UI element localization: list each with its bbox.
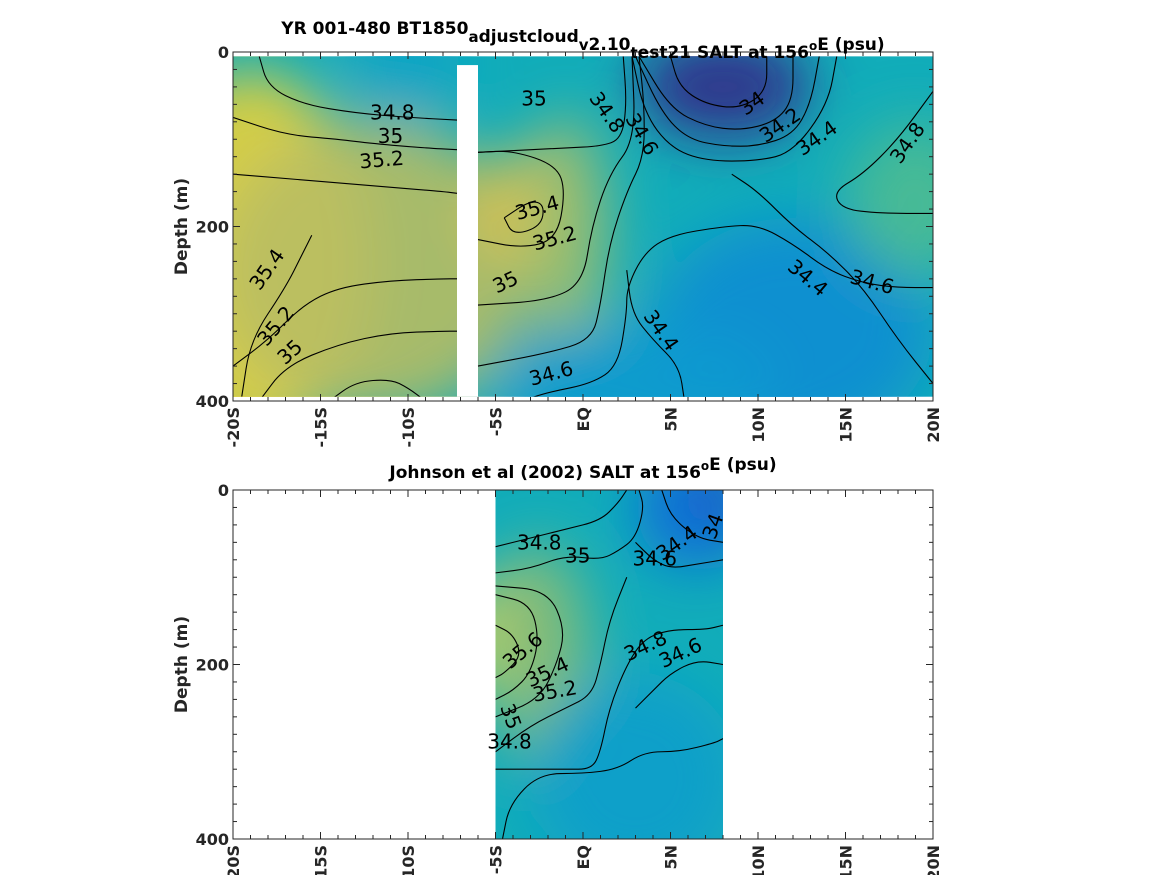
- contour-34-8: [495, 624, 723, 770]
- x-tick-label: -15S: [312, 845, 331, 875]
- contour-label: 35: [378, 124, 403, 148]
- salinity-field: [233, 56, 933, 397]
- x-tick-label: 15N: [837, 407, 856, 443]
- x-tick-label: 20N: [924, 845, 943, 875]
- contour-35-4: [241, 234, 313, 397]
- contour-label: 35: [565, 544, 590, 568]
- contour-35-4: [495, 594, 538, 700]
- contour-34-6: [533, 225, 933, 397]
- contour-lines: [233, 56, 933, 397]
- x-tick-label: -20S: [224, 845, 243, 875]
- contour-34-8: [495, 490, 628, 548]
- salinity-patch: [233, 121, 531, 397]
- y-tick-label: 200: [196, 656, 229, 675]
- y-tick-label: 0: [218, 43, 229, 62]
- salinity-patch: [705, 490, 723, 530]
- contour-34-4: [661, 490, 723, 543]
- contour-35-2: [233, 278, 457, 367]
- x-tick-label: -10S: [399, 845, 418, 875]
- contour-label: 35.2: [358, 146, 404, 174]
- x-tick-label: EQ: [574, 407, 593, 432]
- contour-35: [495, 577, 628, 753]
- contour-label: 34.8: [487, 730, 532, 754]
- contour-label: 34.8: [370, 100, 415, 124]
- contour-35-6: [495, 624, 520, 679]
- contour-35: [495, 490, 644, 574]
- contour-label: 35: [521, 86, 546, 110]
- x-tick-label: -5S: [487, 407, 506, 436]
- contour-35: [261, 330, 457, 397]
- x-tick-label: -20S: [224, 407, 243, 447]
- salinity-patch: [355, 56, 461, 122]
- x-tick-label: -15S: [312, 407, 331, 447]
- salinity-patch: [845, 121, 933, 279]
- y-tick-label: 400: [196, 392, 229, 411]
- contour-34-8: [334, 379, 421, 397]
- contour-34-6: [635, 661, 723, 709]
- contour-34-4: [731, 173, 933, 384]
- contour-34-8: [836, 90, 933, 214]
- x-tick-label: EQ: [574, 845, 593, 870]
- x-tick-label: 15N: [837, 845, 856, 875]
- contour-35-2: [477, 150, 564, 247]
- contour-34: [669, 56, 768, 108]
- contour-lines: [495, 490, 723, 839]
- contour-34-4: [635, 56, 820, 147]
- contour-35: [233, 116, 458, 151]
- y-tick-label: 0: [218, 481, 229, 500]
- x-tick-label: 5N: [662, 845, 681, 870]
- chart-panel-2: 34.835 34.434.63435.635.435.23534.834.834…: [172, 455, 943, 875]
- x-tick-label: 10N: [749, 407, 768, 443]
- contour-34-8: [501, 738, 723, 839]
- contour-34-6: [635, 541, 723, 568]
- x-tick-label: -10S: [399, 407, 418, 447]
- contour-label: 34.8: [517, 531, 562, 555]
- contour-35-2: [495, 585, 564, 718]
- salinity-patch: [495, 322, 776, 397]
- contour-34-2: [638, 56, 794, 130]
- salinity-patch: [635, 490, 723, 569]
- contour-35-2: [233, 173, 458, 194]
- contour-label: 34.6: [632, 546, 677, 570]
- salinity-patch: [521, 113, 610, 358]
- salinity-patch: [530, 673, 723, 839]
- x-tick-label: 20N: [924, 407, 943, 443]
- chart-title: Johnson et al (2002) SALT at 156oE (psu): [388, 455, 776, 483]
- x-tick-label: 10N: [749, 845, 768, 875]
- contour-34-6: [631, 56, 838, 162]
- x-tick-label: 5N: [662, 407, 681, 432]
- contour-34-8: [258, 56, 458, 121]
- contour-35: [477, 56, 635, 306]
- y-tick-label: 200: [196, 218, 229, 237]
- contour-34-4: [626, 270, 685, 397]
- x-tick-label: -5S: [487, 845, 506, 874]
- chart-title: YR 001-480 BT1850adjustcloudv2.10test21 …: [280, 19, 884, 63]
- contour-34-8: [477, 56, 645, 367]
- y-axis-label: Depth (m): [172, 178, 192, 275]
- y-axis-label: Depth (m): [172, 616, 192, 713]
- contour-35-4: [503, 201, 544, 233]
- y-tick-label: 400: [196, 830, 229, 849]
- missing-data-gap: [457, 65, 478, 397]
